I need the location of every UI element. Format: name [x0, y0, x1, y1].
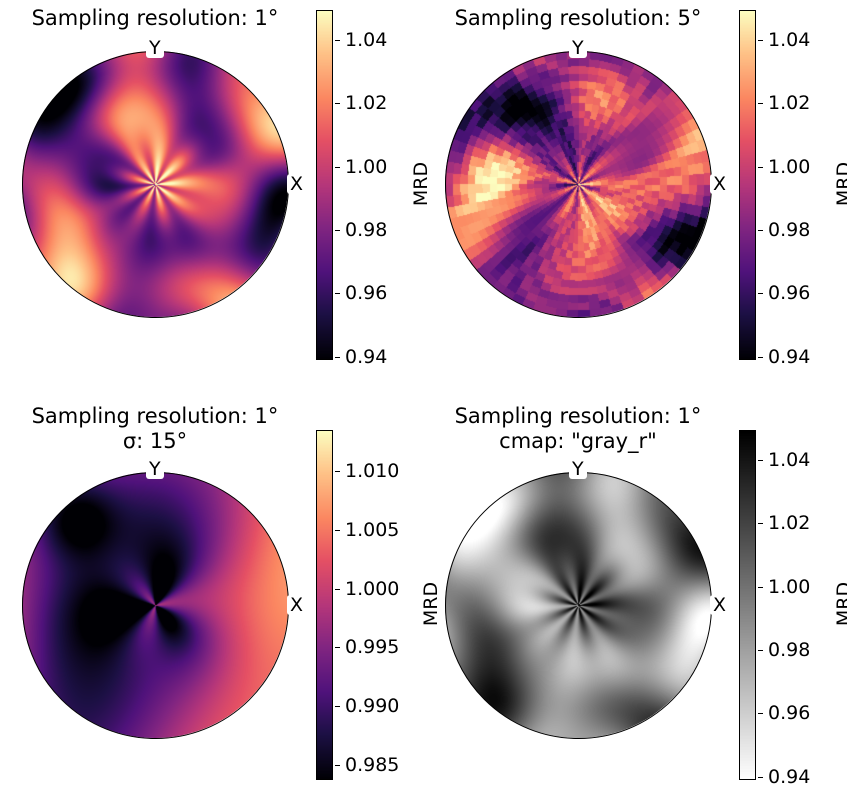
- colorbar-tick-label: 0.94: [334, 345, 388, 368]
- pole-figure-boundary: [445, 472, 712, 739]
- subtitle-text: σ: 15°: [122, 429, 188, 453]
- colorbar-tick-label: 1.000: [334, 577, 400, 600]
- colorbar: [739, 430, 756, 780]
- colorbar-tick-label: 1.00: [334, 155, 388, 178]
- pole-figure-boundary: [22, 51, 289, 318]
- axis-label-x: X: [710, 595, 730, 615]
- subtitle-text: cmap: "gray_r": [499, 429, 657, 453]
- pole-figure-boundary: [445, 51, 712, 318]
- colorbar-tick-label: 0.98: [757, 639, 811, 662]
- colorbar-tick-label: 0.94: [757, 345, 811, 368]
- plot-title: Sampling resolution: 1° cmap: "gray_r": [378, 404, 778, 454]
- axis-label-y: Y: [569, 38, 587, 58]
- title-text: Sampling resolution: 1°: [31, 6, 279, 30]
- colorbar-tick-label: 1.00: [757, 575, 811, 598]
- axis-label-y: Y: [146, 38, 164, 58]
- axis-label-y: Y: [146, 459, 164, 479]
- colorbar-tick-label: 0.96: [757, 282, 811, 305]
- axis-label-x: X: [287, 174, 307, 194]
- colorbar-tick-label: 1.005: [334, 518, 400, 541]
- axis-label-x: X: [710, 174, 730, 194]
- colorbar-tick-label: 0.98: [757, 219, 811, 242]
- colorbar-tick-label: 0.995: [334, 636, 400, 659]
- plot-title: Sampling resolution: 1° σ: 15°: [0, 404, 355, 454]
- plot-title: Sampling resolution: 1°: [0, 6, 355, 31]
- colorbar-tick-label: 1.02: [334, 92, 388, 115]
- colorbar-tick-label: 1.02: [757, 512, 811, 535]
- colorbar-tick-label: 1.00: [757, 155, 811, 178]
- title-text: Sampling resolution: 5°: [454, 6, 702, 30]
- pole-figure-boundary: [22, 472, 289, 739]
- colorbar-tick-label: 1.02: [757, 92, 811, 115]
- axis-label-x: X: [287, 595, 307, 615]
- colorbar-tick-label: 0.98: [334, 219, 388, 242]
- colorbar-label: MRD: [833, 161, 847, 207]
- colorbar-label: MRD: [833, 581, 847, 627]
- colorbar-tick-label: 0.96: [757, 702, 811, 725]
- title-text: Sampling resolution: 1°: [31, 404, 279, 428]
- colorbar-tick-label: 1.010: [334, 460, 400, 483]
- axis-label-y: Y: [569, 459, 587, 479]
- colorbar-tick-label: 0.990: [334, 695, 400, 717]
- colorbar-label: MRD: [420, 581, 443, 627]
- colorbar-label: MRD: [410, 161, 433, 207]
- colorbar-tick-label: 1.04: [757, 449, 811, 472]
- plot-title: Sampling resolution: 5°: [378, 6, 778, 31]
- colorbar: [739, 10, 756, 360]
- title-text: Sampling resolution: 1°: [454, 404, 702, 428]
- colorbar-tick-label: 0.985: [334, 753, 400, 776]
- colorbar-tick-label: 1.04: [334, 29, 388, 52]
- colorbar-tick-label: 0.94: [757, 765, 811, 788]
- colorbar: [316, 10, 333, 360]
- colorbar: [316, 430, 333, 780]
- colorbar-tick-label: 1.04: [757, 29, 811, 52]
- colorbar-tick-label: 0.96: [334, 282, 388, 305]
